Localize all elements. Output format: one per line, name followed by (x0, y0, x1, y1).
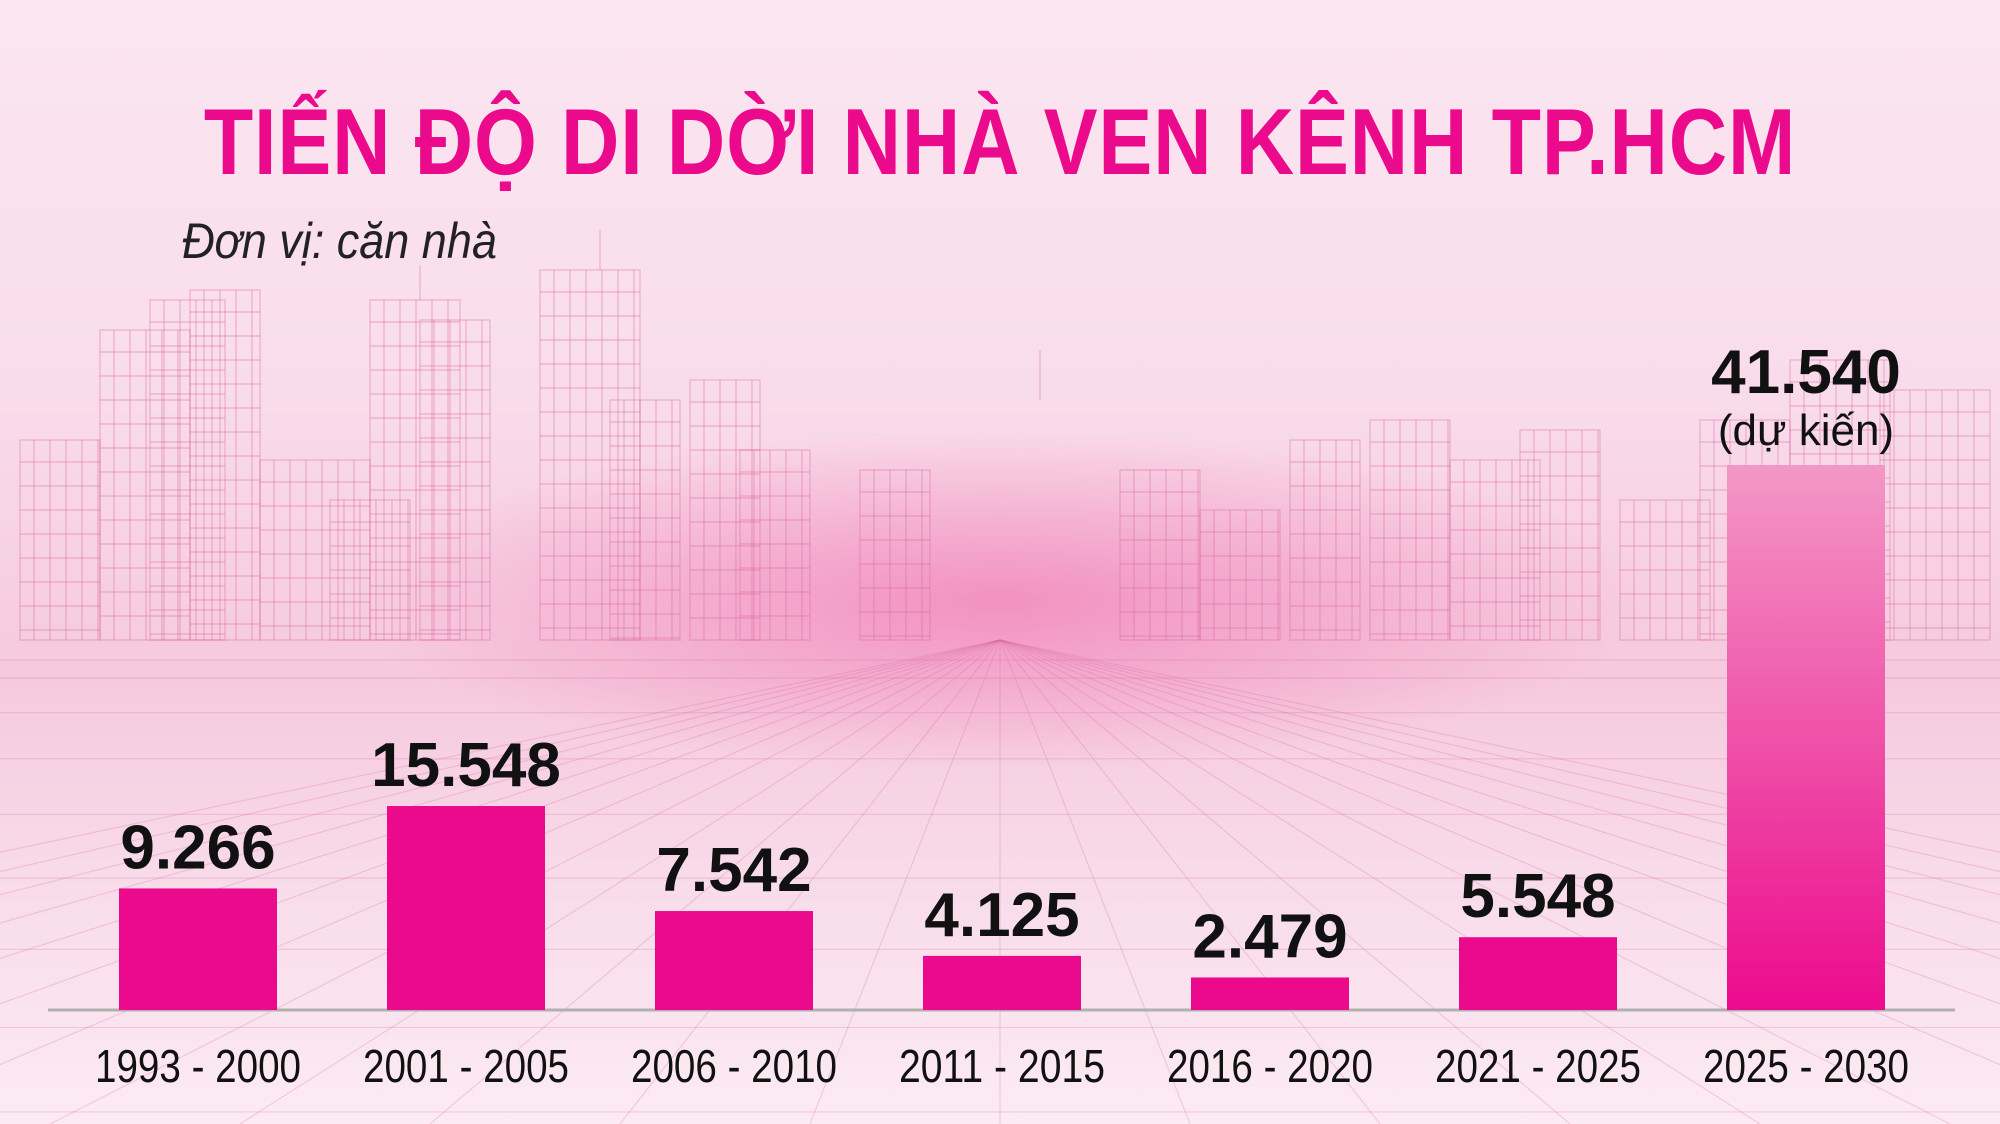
bar-3 (923, 955, 1081, 1010)
bar-0 (119, 888, 277, 1010)
category-label-4: 2016 - 2020 (1167, 1040, 1373, 1092)
bar-6 (1727, 465, 1885, 1010)
value-label-3: 4.125 (924, 881, 1079, 950)
value-label-4: 2.479 (1192, 902, 1347, 971)
chart-title: TIẾN ĐỘ DI DỜI NHÀ VEN KÊNH TP.HCM (203, 89, 1797, 194)
value-note-6: (dự kiến) (1718, 406, 1894, 455)
category-label-2: 2006 - 2010 (631, 1040, 837, 1092)
category-label-1: 2001 - 2005 (363, 1040, 569, 1092)
bar-5 (1459, 937, 1617, 1010)
category-label-5: 2021 - 2025 (1435, 1040, 1641, 1092)
category-label-6: 2025 - 2030 (1703, 1040, 1909, 1092)
value-label-1: 15.548 (371, 731, 561, 800)
category-label-3: 2011 - 2015 (899, 1040, 1105, 1092)
value-label-0: 9.266 (120, 813, 275, 882)
value-label-2: 7.542 (656, 836, 811, 905)
bar-2 (655, 911, 813, 1010)
bar-1 (387, 806, 545, 1010)
value-label-5: 5.548 (1460, 862, 1615, 931)
unit-label: Đơn vị: căn nhà (182, 213, 497, 269)
value-label-6: 41.540 (1711, 338, 1901, 407)
category-label-0: 1993 - 2000 (95, 1040, 301, 1092)
bar-4 (1191, 977, 1349, 1010)
